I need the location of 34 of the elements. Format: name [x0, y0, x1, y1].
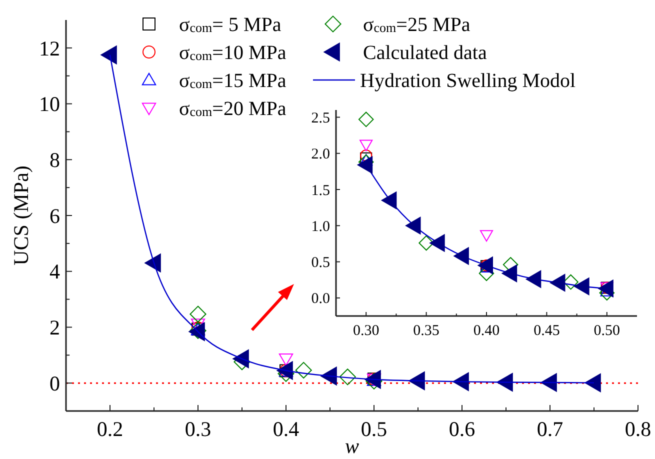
x-tick-label: 0.50	[594, 323, 620, 339]
x-tick-label: 0.6	[448, 417, 476, 441]
y-axis-title: UCS (MPa)	[9, 166, 33, 266]
legend-label: σcom=15 MPa	[179, 70, 286, 92]
legend-label: σcom= 5 MPa	[179, 14, 282, 36]
y-tick-label: 2.0	[311, 146, 330, 163]
x-tick-label: 0.30	[352, 323, 380, 339]
x-tick-label: 0.35	[413, 323, 440, 339]
x-axis-title: w	[344, 434, 360, 458]
x-tick-label: 0.2	[96, 417, 124, 441]
legend-label: σcom=20 MPa	[179, 98, 286, 120]
legend-label: Calculated data	[363, 42, 487, 64]
y-tick-label: 12	[39, 36, 60, 60]
y-tick-label: 4	[50, 260, 60, 284]
legend-label: σcom=25 MPa	[363, 14, 470, 36]
y-tick-label: 8	[50, 148, 60, 172]
y-tick-label: 10	[39, 92, 60, 116]
x-tick-label: 0.4	[272, 417, 300, 441]
x-tick-label: 0.8	[624, 417, 652, 441]
y-tick-label: 2.5	[311, 110, 330, 126]
x-tick-label: 0.7	[536, 417, 564, 441]
x-tick-label: 0.5	[360, 417, 388, 441]
y-tick-label: 6	[50, 204, 60, 228]
x-tick-label: 0.45	[534, 323, 560, 339]
y-tick-label: 1.5	[311, 182, 330, 199]
legend-label: σcom=10 MPa	[179, 42, 286, 64]
y-tick-label: 2	[50, 316, 60, 340]
x-tick-label: 0.3	[184, 417, 212, 441]
y-tick-label: 0.0	[311, 291, 330, 308]
legend-label: Hydration Swelling Modol	[360, 70, 576, 92]
x-tick-label: 0.40	[473, 323, 500, 339]
y-tick-label: 0.5	[311, 255, 330, 272]
y-tick-label: 1.0	[311, 218, 330, 235]
y-tick-label: 0	[50, 371, 60, 396]
